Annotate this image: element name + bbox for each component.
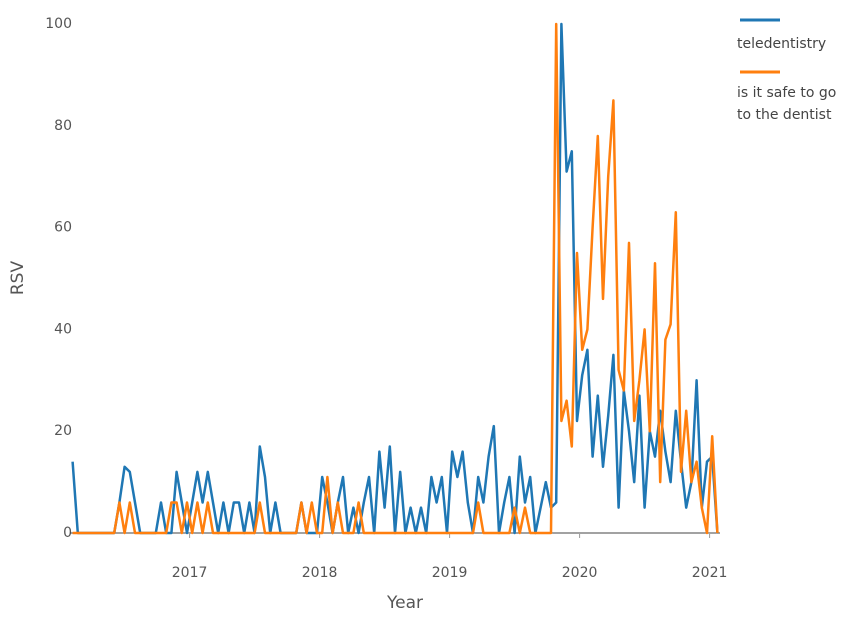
legend-label: is it safe to go to the dentist	[737, 85, 837, 123]
y-tick-label: 0	[63, 525, 72, 541]
x-axis-label: Year	[386, 593, 423, 613]
series-line	[71, 22, 719, 535]
y-tick-label: 40	[54, 321, 72, 337]
legend-label: teledentistry	[737, 36, 827, 52]
y-tick-label: 20	[54, 423, 72, 439]
y-axis-label: RSV	[8, 261, 28, 296]
x-tick-label: 2021	[692, 565, 728, 581]
x-tick-label: 2017	[172, 565, 208, 581]
y-tick-label: 60	[54, 220, 72, 236]
x-tick-label: 2019	[432, 565, 468, 581]
y-tick-label: 100	[45, 16, 72, 32]
y-tick-label: 80	[54, 118, 72, 134]
x-tick-label: 2020	[562, 565, 598, 581]
series-line	[72, 22, 719, 535]
x-tick-label: 2018	[302, 565, 338, 581]
